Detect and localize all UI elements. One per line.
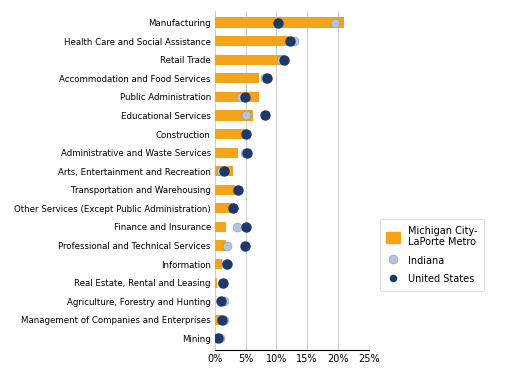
Bar	[215, 222, 226, 232]
Bar	[215, 185, 234, 195]
Point	[242, 131, 250, 137]
Point	[263, 75, 271, 81]
Point	[219, 280, 227, 286]
Point	[220, 317, 228, 323]
Point	[278, 57, 286, 63]
Point	[241, 242, 249, 249]
Point	[280, 57, 288, 63]
Bar	[215, 259, 222, 269]
Point	[232, 224, 241, 230]
Bar	[215, 278, 217, 288]
Bar	[215, 129, 245, 139]
Point	[242, 112, 250, 119]
Point	[220, 298, 228, 304]
Bar	[215, 36, 289, 46]
Point	[261, 112, 269, 119]
Bar	[215, 203, 232, 214]
Point	[273, 19, 282, 25]
Point	[261, 75, 269, 81]
Point	[223, 242, 231, 249]
Point	[220, 168, 228, 174]
Point	[218, 280, 226, 286]
Point	[242, 224, 250, 230]
Bar	[215, 315, 222, 325]
Point	[217, 168, 225, 174]
Point	[229, 205, 238, 211]
Bar	[215, 92, 259, 102]
Point	[241, 94, 249, 100]
Bar	[215, 17, 344, 28]
Legend: Michigan City-
LaPorte Metro, Indiana, United States: Michigan City- LaPorte Metro, Indiana, U…	[379, 219, 484, 291]
Point	[331, 19, 339, 25]
Point	[232, 187, 241, 193]
Point	[229, 205, 238, 211]
Point	[222, 261, 230, 267]
Point	[218, 317, 226, 323]
Point	[216, 336, 224, 342]
Bar	[215, 73, 259, 83]
Bar	[215, 241, 226, 251]
Point	[286, 38, 294, 44]
Point	[217, 298, 225, 304]
Point	[237, 94, 245, 100]
Bar	[215, 147, 239, 158]
Point	[234, 187, 243, 193]
Bar	[215, 55, 284, 65]
Point	[243, 150, 251, 156]
Point	[223, 261, 231, 267]
Point	[214, 336, 222, 342]
Bar	[215, 166, 233, 176]
Bar	[215, 110, 253, 120]
Point	[241, 150, 249, 156]
Point	[290, 38, 298, 44]
Point	[242, 131, 250, 137]
